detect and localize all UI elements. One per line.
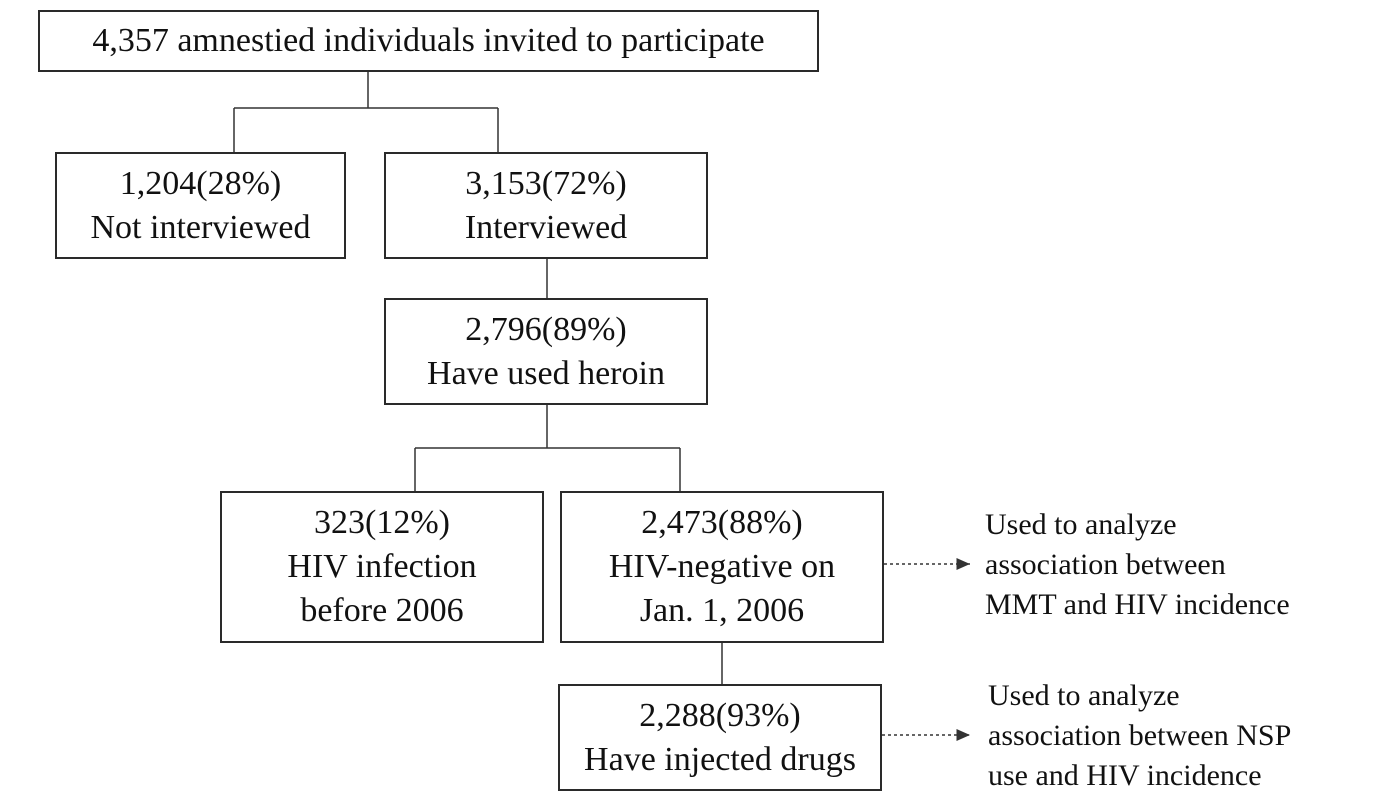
connector-invited-split <box>233 72 499 152</box>
heroin-count: 2,796(89%) <box>465 310 627 348</box>
interviewed-count: 3,153(72%) <box>465 164 627 202</box>
heroin-box: 2,796(89%) Have used heroin <box>384 298 708 405</box>
mmt-note-line-3: MMT and HIV incidence <box>985 588 1290 621</box>
interviewed-label: Interviewed <box>464 208 628 246</box>
mmt-note-line-1: Used to analyze <box>985 508 1177 541</box>
hiv-negative-label-2: Jan. 1, 2006 <box>639 592 805 629</box>
hiv-negative-label: HIV-negative on <box>608 548 836 585</box>
not-interviewed-box: 1,204(28%) Not interviewed <box>55 152 346 259</box>
hiv-negative-box: 2,473(88%) HIV-negative on Jan. 1, 2006 <box>560 491 884 643</box>
injected-label: Have injected drugs <box>584 740 856 778</box>
invited-box: 4,357 amnestied individuals invited to p… <box>38 10 819 72</box>
invited-label: 4,357 amnestied individuals invited to p… <box>92 22 765 59</box>
hiv-infection-label-2: before 2006 <box>300 592 464 629</box>
hiv-infection-box: 323(12%) HIV infection before 2006 <box>220 491 544 643</box>
interviewed-box: 3,153(72%) Interviewed <box>384 152 708 259</box>
nsp-note-line-3: use and HIV incidence <box>988 759 1262 792</box>
nsp-note-line-2: association between NSP <box>988 719 1292 752</box>
connector-heroin-split <box>414 405 681 491</box>
not-interviewed-count: 1,204(28%) <box>119 164 282 202</box>
hiv-infection-count: 323(12%) <box>314 504 450 541</box>
not-interviewed-label: Not interviewed <box>90 208 311 246</box>
injected-count: 2,288(93%) <box>639 696 801 734</box>
mmt-note: Used to analyze association between MMT … <box>985 505 1290 625</box>
mmt-note-line-2: association between <box>985 548 1226 581</box>
hiv-infection-label: HIV infection <box>287 548 477 585</box>
nsp-note-line-1: Used to analyze <box>988 679 1180 712</box>
injected-box: 2,288(93%) Have injected drugs <box>558 684 882 791</box>
hiv-negative-count: 2,473(88%) <box>641 504 803 541</box>
nsp-note: Used to analyze association between NSP … <box>988 676 1291 796</box>
heroin-label: Have used heroin <box>427 354 665 392</box>
